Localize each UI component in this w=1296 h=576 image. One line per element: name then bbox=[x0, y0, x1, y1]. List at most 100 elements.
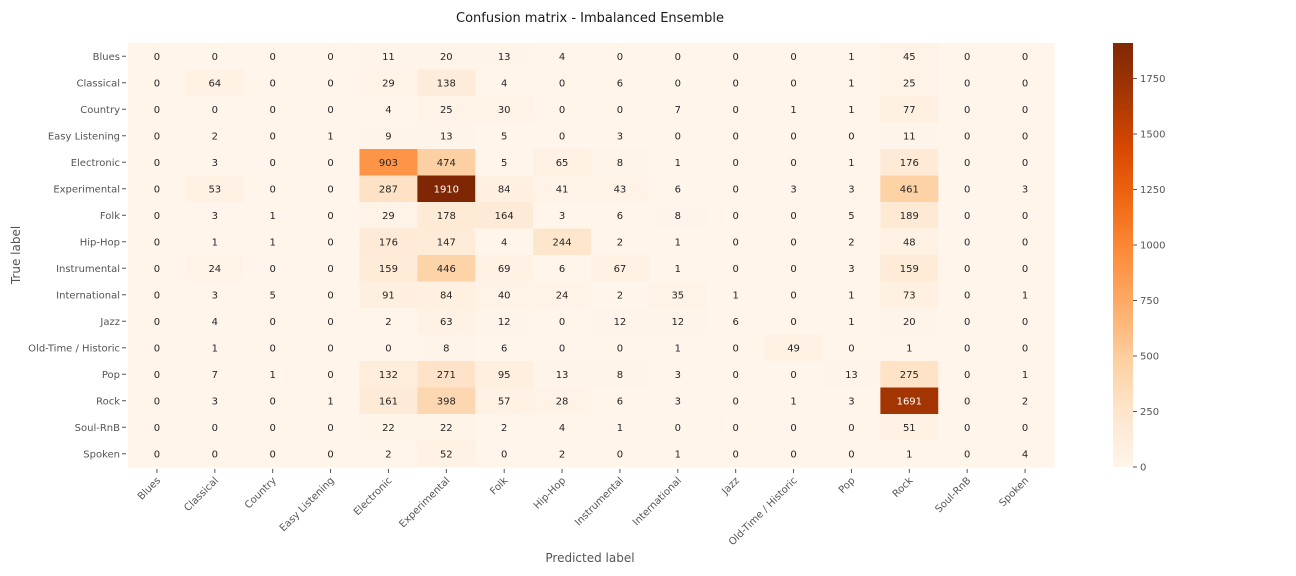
cell-value-label: 0 bbox=[790, 131, 796, 142]
heatmap-cell bbox=[417, 149, 476, 177]
heatmap-cell bbox=[938, 202, 997, 230]
cell-value-label: 7 bbox=[675, 105, 681, 116]
heatmap-cell bbox=[359, 69, 418, 97]
cell-value-label: 0 bbox=[154, 237, 160, 248]
cell-value-label: 1 bbox=[675, 237, 681, 248]
cell-value-label: 0 bbox=[675, 78, 681, 89]
cell-value-label: 0 bbox=[327, 105, 333, 116]
cell-value-label: 161 bbox=[379, 396, 398, 407]
cell-value-label: 12 bbox=[614, 317, 627, 328]
y-tick-label: International bbox=[56, 290, 120, 301]
y-tick-label: Pop bbox=[102, 370, 120, 381]
cell-value-label: 3 bbox=[1022, 184, 1028, 195]
heatmap-cell bbox=[706, 387, 766, 415]
heatmap-cell bbox=[938, 308, 997, 336]
heatmap-cell bbox=[185, 387, 245, 415]
heatmap-cell bbox=[880, 202, 939, 230]
heatmap-cell bbox=[243, 96, 303, 124]
cell-value-label: 0 bbox=[964, 52, 970, 63]
heatmap-cell bbox=[475, 149, 534, 177]
heatmap-cell bbox=[475, 175, 534, 203]
heatmap-cell bbox=[301, 255, 361, 283]
cell-value-label: 0 bbox=[848, 423, 854, 434]
heatmap-cell bbox=[475, 43, 534, 71]
y-axis-label: True label bbox=[9, 226, 23, 285]
heatmap-cell bbox=[822, 387, 881, 415]
heatmap-cell-labels: 0 0 0 0 11 20 13 4 0 0 0 0 1 45 0 00 64 0 0 29 138 4 0 6 0 0 0 1 25 0… bbox=[154, 52, 1028, 461]
cell-value-label: 0 bbox=[1022, 237, 1028, 248]
cell-value-label: 0 bbox=[559, 131, 565, 142]
cell-value-label: 3 bbox=[790, 184, 796, 195]
cell-value-label: 0 bbox=[154, 423, 160, 434]
heatmap-cell bbox=[301, 228, 361, 256]
cell-value-label: 0 bbox=[675, 423, 681, 434]
cell-value-label: 0 bbox=[270, 449, 276, 460]
cell-value-label: 2 bbox=[559, 449, 565, 460]
heatmap-cell bbox=[128, 202, 187, 230]
cell-value-label: 5 bbox=[501, 131, 507, 142]
heatmap-cell bbox=[880, 122, 939, 150]
cell-value-label: 20 bbox=[903, 317, 916, 328]
cell-value-label: 0 bbox=[790, 52, 796, 63]
cell-value-label: 0 bbox=[154, 343, 160, 354]
heatmap-cell bbox=[996, 387, 1055, 415]
heatmap-cell bbox=[243, 175, 303, 203]
cell-value-label: 57 bbox=[498, 396, 511, 407]
cell-value-label: 4 bbox=[385, 105, 391, 116]
heatmap-cell bbox=[128, 255, 187, 283]
cell-value-label: 189 bbox=[900, 211, 919, 222]
cell-value-label: 903 bbox=[379, 158, 398, 169]
heatmap-cell bbox=[706, 69, 766, 97]
colorbar-tick-label: 250 bbox=[1140, 407, 1159, 418]
heatmap-cell bbox=[706, 228, 766, 256]
cell-value-label: 0 bbox=[617, 449, 623, 460]
y-axis-ticks: Blues Classical Country Easy Listening Elect… bbox=[28, 52, 126, 460]
cell-value-label: 0 bbox=[1022, 211, 1028, 222]
colorbar-ticks: 0 250 500 750 1000 1250 1500 1750 bbox=[1133, 74, 1165, 474]
heatmap-cell bbox=[938, 414, 997, 442]
heatmap-cell bbox=[359, 334, 418, 362]
cell-value-label: 12 bbox=[671, 317, 684, 328]
heatmap-cell bbox=[533, 255, 592, 283]
heatmap-cell bbox=[996, 255, 1055, 283]
heatmap-cell bbox=[533, 308, 592, 336]
heatmap-cell bbox=[533, 122, 592, 150]
cell-value-label: 0 bbox=[327, 343, 333, 354]
y-tick-label: Country bbox=[80, 105, 120, 116]
heatmap-cell bbox=[475, 387, 534, 415]
cell-value-label: 0 bbox=[1022, 317, 1028, 328]
heatmap-cell bbox=[417, 281, 476, 309]
y-tick-label: Soul-RnB bbox=[75, 423, 120, 434]
heatmap-cell bbox=[301, 387, 361, 415]
cell-value-label: 0 bbox=[733, 184, 739, 195]
colorbar-tick-label: 1750 bbox=[1140, 74, 1165, 85]
heatmap-cell bbox=[533, 361, 592, 389]
heatmap-cell bbox=[533, 281, 592, 309]
heatmap-cell bbox=[996, 334, 1055, 362]
cell-value-label: 0 bbox=[327, 237, 333, 248]
heatmap-cell bbox=[706, 202, 766, 230]
heatmap-cell bbox=[417, 96, 476, 124]
cell-value-label: 0 bbox=[212, 52, 218, 63]
heatmap-cell bbox=[996, 228, 1055, 256]
cell-value-label: 0 bbox=[964, 370, 970, 381]
heatmap-cell bbox=[706, 96, 766, 124]
heatmap-cell bbox=[938, 96, 997, 124]
heatmap-cell bbox=[822, 334, 881, 362]
heatmap-cell bbox=[417, 175, 476, 203]
heatmap-cell bbox=[301, 149, 361, 177]
heatmap-cell bbox=[996, 281, 1055, 309]
cell-value-label: 0 bbox=[270, 158, 276, 169]
cell-value-label: 1 bbox=[790, 396, 796, 407]
heatmap-cell bbox=[648, 149, 708, 177]
heatmap-cell bbox=[533, 149, 592, 177]
cell-value-label: 0 bbox=[964, 290, 970, 301]
heatmap-cell bbox=[706, 361, 766, 389]
cell-value-label: 0 bbox=[733, 158, 739, 169]
cell-value-label: 0 bbox=[154, 370, 160, 381]
heatmap-cell bbox=[822, 175, 881, 203]
heatmap-cell bbox=[185, 334, 245, 362]
cell-value-label: 11 bbox=[903, 131, 916, 142]
colorbar-tick-label: 1250 bbox=[1140, 185, 1165, 196]
heatmap-cell bbox=[359, 43, 418, 71]
